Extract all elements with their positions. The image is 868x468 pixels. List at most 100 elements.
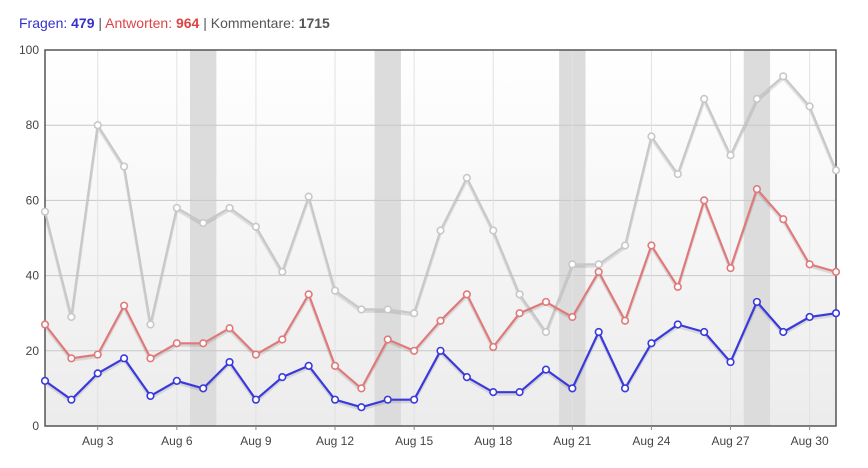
antworten-data-point <box>462 290 471 299</box>
kommentare-label: Kommentare: <box>210 15 295 31</box>
antworten-data-point <box>489 342 498 352</box>
kommentare-data-point <box>172 203 181 213</box>
x-tick-label: Aug 6 <box>161 434 193 448</box>
y-tick-label: 80 <box>26 118 40 132</box>
antworten-data-point <box>620 316 630 325</box>
weekend-band <box>743 50 771 426</box>
kommentare-data-point <box>357 305 366 314</box>
x-tick-label: Aug 15 <box>395 434 433 448</box>
antworten-data-point <box>119 301 129 310</box>
fragen-data-point <box>357 403 366 412</box>
fragen-data-point <box>700 327 709 337</box>
antworten-data-point <box>278 335 287 344</box>
fragen-data-point <box>278 373 287 382</box>
kommentare-data-point <box>805 102 814 111</box>
antworten-data-point <box>515 309 524 318</box>
x-tick-label: Aug 30 <box>791 434 829 448</box>
kommentare-data-point <box>383 305 392 314</box>
antworten-data-point <box>410 346 419 355</box>
kommentare-data-point <box>330 286 340 295</box>
fragen-data-point <box>225 357 234 367</box>
fragen-data-point <box>330 395 340 404</box>
fragen-data-point <box>410 395 419 404</box>
antworten-data-point <box>225 324 234 333</box>
x-tick-label: Aug 12 <box>316 434 354 448</box>
antworten-data-point <box>752 185 762 194</box>
fragen-count: 479 <box>71 15 95 31</box>
y-tick-label: 40 <box>26 269 40 283</box>
y-tick-label: 0 <box>32 419 39 433</box>
kommentare-data-point <box>304 192 313 201</box>
x-tick-label: Aug 18 <box>474 434 512 448</box>
x-tick-label: Aug 21 <box>553 434 591 448</box>
fragen-data-point <box>779 327 788 337</box>
kommentare-data-point <box>752 94 762 103</box>
fragen-data-point <box>752 297 762 307</box>
antworten-data-point <box>673 282 682 291</box>
antworten-data-point <box>594 267 603 276</box>
fragen-data-point <box>436 346 445 355</box>
kommentare-data-point <box>726 151 735 160</box>
fragen-data-point <box>515 388 524 397</box>
kommentare-data-point <box>515 290 524 299</box>
antworten-label: Antworten: <box>105 15 173 31</box>
fragen-data-point <box>462 373 471 382</box>
kommentare-data-point <box>489 226 498 235</box>
y-tick-label: 100 <box>19 43 39 57</box>
fragen-data-point <box>805 312 814 322</box>
fragen-data-point <box>541 365 551 374</box>
x-tick-label: Aug 3 <box>82 434 114 448</box>
fragen-data-point <box>568 384 577 393</box>
antworten-data-point <box>383 335 392 344</box>
fragen-data-point <box>93 369 102 378</box>
fragen-data-point <box>620 384 630 393</box>
kommentare-data-point <box>93 121 102 130</box>
separator: | <box>203 15 207 31</box>
antworten-data-point <box>330 361 340 370</box>
antworten-data-point <box>251 350 261 359</box>
fragen-data-point <box>383 395 392 404</box>
stats-summary: Fragen: 479 | Antworten: 964 | Kommentar… <box>19 15 330 31</box>
kommentare-data-point <box>831 166 841 175</box>
antworten-data-point <box>199 339 208 348</box>
kommentare-data-point <box>620 241 630 250</box>
antworten-data-point <box>779 215 788 224</box>
antworten-data-point <box>146 354 155 363</box>
antworten-data-point <box>568 312 577 322</box>
fragen-data-point <box>304 361 313 370</box>
antworten-data-point <box>831 267 841 276</box>
antworten-data-point <box>40 320 50 329</box>
fragen-data-point <box>146 391 155 401</box>
plot-frame <box>44 49 837 427</box>
kommentare-data-point <box>251 222 261 231</box>
kommentare-data-point <box>594 260 603 269</box>
kommentare-data-point <box>647 132 656 141</box>
y-tick-label: 20 <box>26 344 40 358</box>
fragen-data-point <box>647 339 656 348</box>
fragen-data-point <box>673 320 682 329</box>
kommentare-data-point <box>779 72 788 81</box>
kommentare-data-point <box>462 173 471 182</box>
kommentare-data-point <box>40 207 50 216</box>
antworten-data-point <box>67 354 76 363</box>
antworten-data-point <box>172 339 181 348</box>
kommentare-data-point <box>67 312 76 322</box>
antworten-data-point <box>436 316 445 325</box>
kommentare-data-point <box>700 94 709 103</box>
kommentare-data-point <box>541 327 551 337</box>
x-tick-label: Aug 9 <box>240 434 272 448</box>
kommentare-data-point <box>673 169 682 179</box>
antworten-count: 964 <box>175 15 200 31</box>
fragen-data-point <box>40 376 50 385</box>
kommentare-data-point <box>146 320 155 329</box>
kommentare-data-point <box>410 309 419 318</box>
separator: | <box>98 15 103 31</box>
fragen-data-point <box>67 395 76 404</box>
fragen-data-point <box>199 384 208 393</box>
antworten-data-point <box>805 260 814 269</box>
kommentare-count: 1715 <box>298 15 330 31</box>
x-tick-label: Aug 27 <box>712 434 750 448</box>
kommentare-data-point <box>568 260 577 269</box>
fragen-data-point <box>489 388 498 397</box>
